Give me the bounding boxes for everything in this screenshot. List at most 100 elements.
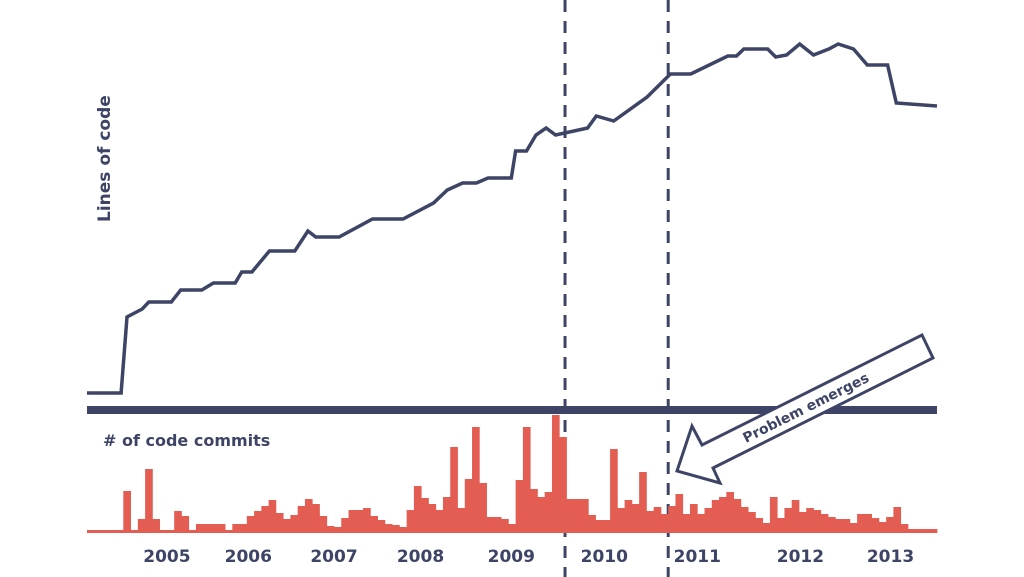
commit-bar [748, 512, 756, 533]
x-tick-label: 2010 [581, 547, 628, 567]
commit-bar [275, 513, 284, 533]
commit-bar [254, 511, 262, 533]
commit-bar [857, 514, 873, 533]
commit-bar [152, 519, 161, 533]
commit-bar [689, 504, 698, 533]
commit-bar [232, 524, 248, 533]
x-tick-label: 2013 [867, 547, 914, 567]
commit-bar [450, 447, 458, 533]
commit-bar [174, 511, 182, 533]
commit-bar [363, 508, 371, 533]
commit-bar [769, 497, 778, 533]
commit-bar [777, 518, 785, 533]
commit-bar [653, 507, 662, 533]
commit-bar [646, 511, 655, 533]
commit-bar [428, 504, 437, 533]
commit-bar [370, 516, 378, 533]
commit-bar [551, 415, 560, 533]
commit-bar [835, 519, 851, 533]
commit-bar [784, 508, 793, 533]
commit-bar [508, 524, 517, 533]
commit-bar [544, 492, 553, 533]
commit-bar [798, 512, 807, 533]
commit-bar [755, 518, 764, 533]
commit-bar [435, 510, 444, 533]
commit-bar [290, 515, 299, 533]
x-tick-label: 2007 [310, 547, 357, 567]
commit-bar [326, 526, 335, 533]
bar-baseline [87, 531, 937, 533]
commit-bar [123, 491, 131, 533]
commit-bar [697, 514, 705, 533]
commit-bar [479, 483, 487, 533]
commit-bar [268, 500, 277, 533]
commit-bar [486, 517, 502, 533]
commit-bar [334, 527, 342, 533]
lines-of-code-line [87, 41, 938, 395]
commit-bar [668, 506, 676, 533]
commit-bar [312, 504, 320, 533]
commit-bar [530, 489, 538, 533]
commit-bar [566, 499, 589, 533]
commit-bar [537, 497, 546, 533]
y-axis-label-loc: Lines of code [95, 95, 115, 222]
commit-bar [660, 514, 669, 533]
y-axis-label-commits: # of code commits [103, 431, 270, 450]
commit-bar [457, 508, 466, 533]
x-tick-label: 2011 [674, 547, 721, 567]
commit-bar [733, 499, 742, 533]
commit-bar [348, 510, 364, 533]
commit-bar [522, 427, 531, 533]
commit-bar [849, 523, 858, 533]
commit-bar [399, 527, 408, 533]
commit-bar [682, 514, 691, 533]
commit-bar [283, 519, 291, 533]
commit-bar [762, 523, 771, 533]
commit-bar [341, 518, 349, 533]
x-tick-label: 2009 [488, 547, 535, 567]
commit-bar [711, 500, 720, 533]
commit-bar [675, 494, 684, 533]
commit-bar [246, 516, 255, 533]
commit-bar [820, 514, 829, 533]
commit-bar [559, 437, 567, 533]
commit-bar [145, 469, 153, 533]
commit-bar [624, 500, 633, 533]
commit-bar [181, 516, 190, 533]
commit-bar [791, 500, 800, 533]
commit-bar [501, 519, 509, 533]
commit-bar [413, 486, 422, 533]
commit-bar [421, 498, 429, 533]
commit-bar [515, 480, 524, 533]
divider-bar [87, 406, 937, 414]
commit-bar [195, 524, 226, 533]
commit-bar [297, 506, 306, 533]
x-tick-label: 2012 [777, 547, 824, 567]
commit-bar [726, 492, 734, 533]
x-tick-label: 2006 [225, 547, 272, 567]
commit-bar [617, 508, 625, 533]
commit-bars [87, 415, 938, 533]
commit-bar [806, 508, 814, 533]
arrow-shape [675, 332, 935, 486]
commit-bar [442, 497, 451, 533]
commit-bar [886, 517, 894, 533]
commit-bar [392, 525, 400, 533]
commit-bar [595, 520, 611, 533]
commit-bar [137, 519, 146, 533]
commit-bar [871, 518, 880, 533]
commit-bar [384, 524, 393, 533]
commit-bar [377, 520, 386, 533]
commit-bar [828, 517, 836, 533]
x-axis-ticks: 2005 2006 2007 2008 2009 2010 2011 2012 2013 [143, 547, 914, 567]
commit-bar [464, 479, 473, 533]
commit-bar [588, 515, 596, 533]
commit-bar [631, 504, 640, 533]
commit-bar [304, 499, 313, 533]
commit-bar [900, 524, 909, 533]
commit-bar [639, 472, 647, 533]
commit-bar [472, 427, 480, 533]
commit-bar [261, 506, 270, 533]
x-tick-label: 2008 [397, 547, 444, 567]
